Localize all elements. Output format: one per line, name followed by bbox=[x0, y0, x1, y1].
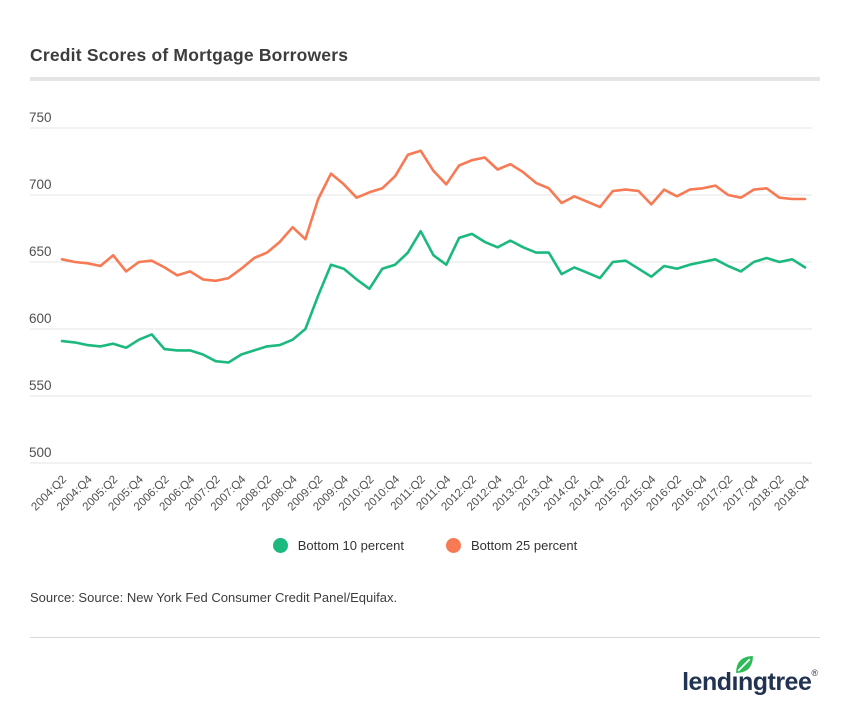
legend-label: Bottom 25 percent bbox=[471, 538, 578, 553]
series-line-bottom-25-percent bbox=[60, 149, 807, 283]
line-chart: 7507006506005505002004:Q22004:Q42005:Q22… bbox=[29, 110, 813, 513]
legend-dot-orange-icon bbox=[446, 538, 461, 553]
legend-dot-green-icon bbox=[272, 538, 288, 553]
lendingtree-logo[interactable]: lendıngtree® bbox=[682, 656, 818, 697]
legend-item-bottom-10-percent[interactable]: Bottom 10 percent bbox=[272, 538, 404, 553]
title-divider bbox=[30, 77, 820, 81]
y-tick-label: 550 bbox=[29, 378, 52, 393]
y-tick-label: 650 bbox=[29, 244, 52, 259]
chart-title: Credit Scores of Mortgage Borrowers bbox=[30, 45, 349, 65]
logo-wordmark: lendıngtree bbox=[682, 668, 812, 696]
leaf-icon bbox=[736, 656, 754, 673]
series-line-bottom-10-percent bbox=[60, 229, 807, 364]
y-tick-label: 750 bbox=[29, 110, 52, 125]
legend-label: Bottom 10 percent bbox=[297, 538, 404, 553]
y-tick-label: 700 bbox=[29, 177, 52, 192]
legend-item-bottom-25-percent[interactable]: Bottom 25 percent bbox=[446, 538, 577, 553]
footer-divider bbox=[30, 637, 820, 638]
registered-trademark-symbol: ® bbox=[811, 668, 818, 678]
y-tick-label: 600 bbox=[29, 311, 52, 326]
y-tick-label: 500 bbox=[29, 445, 52, 460]
source-attribution: Source: Source: New York Fed Consumer Cr… bbox=[30, 590, 398, 605]
chart-legend: Bottom 10 percent Bottom 25 percent bbox=[0, 538, 850, 553]
